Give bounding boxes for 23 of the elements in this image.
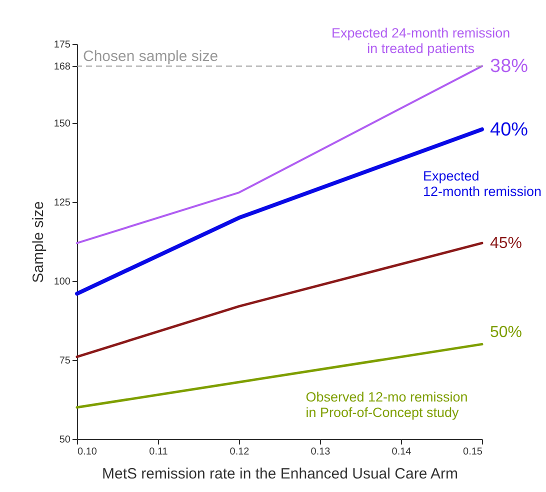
y-tick-label: 150 xyxy=(54,118,71,130)
annotation: Observed 12-mo remission in Proof-of-Concept study xyxy=(306,390,468,420)
annotation: Expected 24-month remission in treated patients xyxy=(332,26,510,56)
x-tick-label: 0.11 xyxy=(149,446,168,458)
y-tick-label: 125 xyxy=(54,198,71,208)
ref-line-label: Chosen sample size xyxy=(83,48,218,66)
y-tick-label: 175 xyxy=(54,40,71,50)
y-tick-label: 75 xyxy=(59,356,71,366)
series-label: 45% xyxy=(490,235,522,252)
series-label: 40% xyxy=(490,119,528,140)
y-tick-label: 100 xyxy=(54,276,71,288)
x-tick-label: 0.12 xyxy=(230,446,250,458)
x-tick-label: 0.10 xyxy=(78,446,98,458)
y-axis-title: Sample size xyxy=(30,201,47,283)
x-axis-title: MetS remission rate in the Enhanced Usual Care Arm xyxy=(102,466,458,482)
annotation: Expected 12-month remission xyxy=(423,168,542,200)
x-tick-label: 0.15 xyxy=(463,446,483,458)
x-tick-label: 0.13 xyxy=(310,446,331,458)
series-label: 50% xyxy=(490,324,522,342)
series-label: 38% xyxy=(490,56,528,78)
y-tick-label: 50 xyxy=(59,434,71,446)
x-tick-label: 0.14 xyxy=(392,446,412,458)
y-tick-label: 168 xyxy=(54,62,71,73)
